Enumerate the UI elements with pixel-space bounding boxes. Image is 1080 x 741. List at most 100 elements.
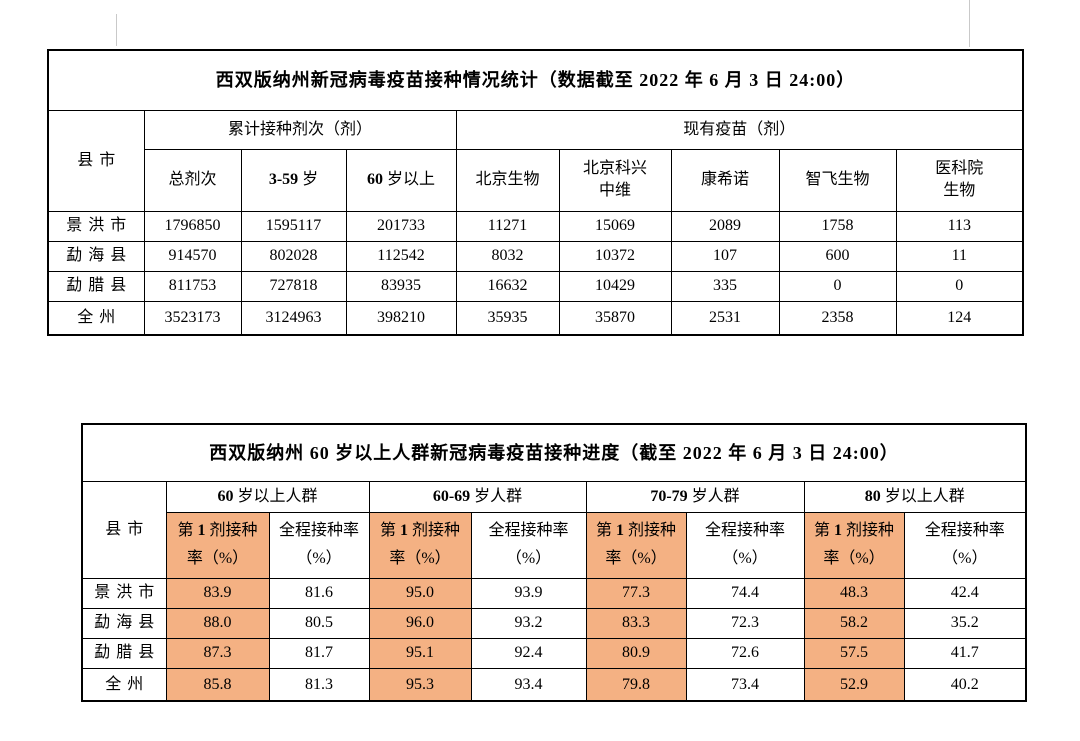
table-row: 景洪市 83.9 81.6 95.0 93.9 77.3 74.4 48.3 4… <box>81 577 1027 609</box>
county-column-header: 县市 <box>81 480 167 579</box>
value-cell: 93.4 <box>470 667 587 702</box>
table-row: 勐海县 914570 802028 112542 8032 10372 107 … <box>47 240 1024 272</box>
county-name: 景洪市 <box>81 577 167 609</box>
value-cell: 93.9 <box>470 577 587 609</box>
table2-title: 西双版纳州 60 岁以上人群新冠病毒疫苗接种进度（截至 2022 年 6 月 3… <box>81 423 1027 482</box>
county-name: 勐海县 <box>81 607 167 639</box>
column-header-full-course-rate: 全程接种率（%） <box>903 511 1027 579</box>
table-row: 勐腊县 87.3 81.7 95.1 92.4 80.9 72.6 57.5 4… <box>81 637 1027 669</box>
table1-title: 西双版纳州新冠病毒疫苗接种情况统计（数据截至 2022 年 6 月 3 日 24… <box>47 49 1024 111</box>
value-cell: 113 <box>895 210 1024 242</box>
county-name: 勐海县 <box>47 240 145 272</box>
group-header-age-80-plus: 80 岁以上人群 <box>803 480 1027 513</box>
column-header-full-course-rate: 全程接种率（%） <box>470 511 587 579</box>
value-cell: 81.7 <box>268 637 370 669</box>
elderly-progress-table: 西双版纳州 60 岁以上人群新冠病毒疫苗接种进度（截至 2022 年 6 月 3… <box>81 423 1028 702</box>
value-cell: 8032 <box>455 240 560 272</box>
county-column-header: 县市 <box>47 109 145 212</box>
value-cell: 398210 <box>345 300 457 336</box>
value-cell: 73.4 <box>685 667 805 702</box>
group-header-age-60-69: 60-69 岁人群 <box>368 480 587 513</box>
value-cell: 107 <box>670 240 780 272</box>
column-header-first-dose-rate: 第 1 剂接种率（%） <box>368 511 472 579</box>
column-header-age-60-plus: 60 岁以上 <box>345 148 457 212</box>
value-cell: 2531 <box>670 300 780 336</box>
value-cell: 0 <box>895 270 1024 302</box>
table-row: 勐海县 88.0 80.5 96.0 93.2 83.3 72.3 58.2 3… <box>81 607 1027 639</box>
value-cell: 727818 <box>240 270 347 302</box>
value-cell: 80.9 <box>585 637 687 669</box>
value-cell: 3523173 <box>143 300 242 336</box>
value-cell: 1595117 <box>240 210 347 242</box>
value-cell: 2089 <box>670 210 780 242</box>
value-cell: 201733 <box>345 210 457 242</box>
value-cell: 914570 <box>143 240 242 272</box>
value-cell: 35870 <box>558 300 672 336</box>
value-cell: 802028 <box>240 240 347 272</box>
group-header-age-70-79: 70-79 岁人群 <box>585 480 805 513</box>
value-cell: 41.7 <box>903 637 1027 669</box>
value-cell: 335 <box>670 270 780 302</box>
value-cell: 92.4 <box>470 637 587 669</box>
column-header-beijing-bio: 北京生物 <box>455 148 560 212</box>
value-cell: 81.3 <box>268 667 370 702</box>
value-cell: 77.3 <box>585 577 687 609</box>
column-header-zhifei-bio: 智飞生物 <box>778 148 897 212</box>
value-cell: 72.3 <box>685 607 805 639</box>
column-header-total-doses: 总剂次 <box>143 148 242 212</box>
county-name: 全州 <box>47 300 145 336</box>
column-header-first-dose-rate: 第 1 剂接种率（%） <box>165 511 270 579</box>
value-cell: 80.5 <box>268 607 370 639</box>
value-cell: 52.9 <box>803 667 905 702</box>
value-cell: 1758 <box>778 210 897 242</box>
table-row: 景洪市 1796850 1595117 201733 11271 15069 2… <box>47 210 1024 242</box>
column-header-full-course-rate: 全程接种率（%） <box>685 511 805 579</box>
value-cell: 48.3 <box>803 577 905 609</box>
column-header-full-course-rate: 全程接种率（%） <box>268 511 370 579</box>
value-cell: 0 <box>778 270 897 302</box>
value-cell: 83935 <box>345 270 457 302</box>
value-cell: 95.0 <box>368 577 472 609</box>
value-cell: 95.1 <box>368 637 472 669</box>
value-cell: 87.3 <box>165 637 270 669</box>
value-cell: 96.0 <box>368 607 472 639</box>
value-cell: 10372 <box>558 240 672 272</box>
page-remnant-line <box>116 14 117 46</box>
value-cell: 42.4 <box>903 577 1027 609</box>
value-cell: 10429 <box>558 270 672 302</box>
value-cell: 72.6 <box>685 637 805 669</box>
value-cell: 58.2 <box>803 607 905 639</box>
column-header-imbcams: 医科院生物 <box>895 148 1024 212</box>
value-cell: 2358 <box>778 300 897 336</box>
value-cell: 83.9 <box>165 577 270 609</box>
table-row: 全州 3523173 3124963 398210 35935 35870 25… <box>47 300 1024 336</box>
table-row: 勐腊县 811753 727818 83935 16632 10429 335 … <box>47 270 1024 302</box>
cumulative-doses-group-header: 累计接种剂次（剂） <box>143 109 457 150</box>
table-row: 全州 85.8 81.3 95.3 93.4 79.8 73.4 52.9 40… <box>81 667 1027 702</box>
group-header-age-60-plus: 60 岁以上人群 <box>165 480 370 513</box>
value-cell: 35.2 <box>903 607 1027 639</box>
value-cell: 74.4 <box>685 577 805 609</box>
value-cell: 15069 <box>558 210 672 242</box>
value-cell: 88.0 <box>165 607 270 639</box>
available-vaccines-group-header: 现有疫苗（剂） <box>455 109 1024 150</box>
county-name: 全州 <box>81 667 167 702</box>
value-cell: 57.5 <box>803 637 905 669</box>
value-cell: 95.3 <box>368 667 472 702</box>
value-cell: 11271 <box>455 210 560 242</box>
value-cell: 811753 <box>143 270 242 302</box>
value-cell: 93.2 <box>470 607 587 639</box>
column-header-first-dose-rate: 第 1 剂接种率（%） <box>803 511 905 579</box>
county-name: 勐腊县 <box>81 637 167 669</box>
page-remnant-line <box>969 0 970 47</box>
column-header-cansino: 康希诺 <box>670 148 780 212</box>
value-cell: 85.8 <box>165 667 270 702</box>
value-cell: 83.3 <box>585 607 687 639</box>
vaccination-stats-table: 西双版纳州新冠病毒疫苗接种情况统计（数据截至 2022 年 6 月 3 日 24… <box>47 49 1025 336</box>
value-cell: 16632 <box>455 270 560 302</box>
value-cell: 124 <box>895 300 1024 336</box>
value-cell: 79.8 <box>585 667 687 702</box>
value-cell: 112542 <box>345 240 457 272</box>
column-header-age-3-59: 3-59 岁 <box>240 148 347 212</box>
county-name: 勐腊县 <box>47 270 145 302</box>
